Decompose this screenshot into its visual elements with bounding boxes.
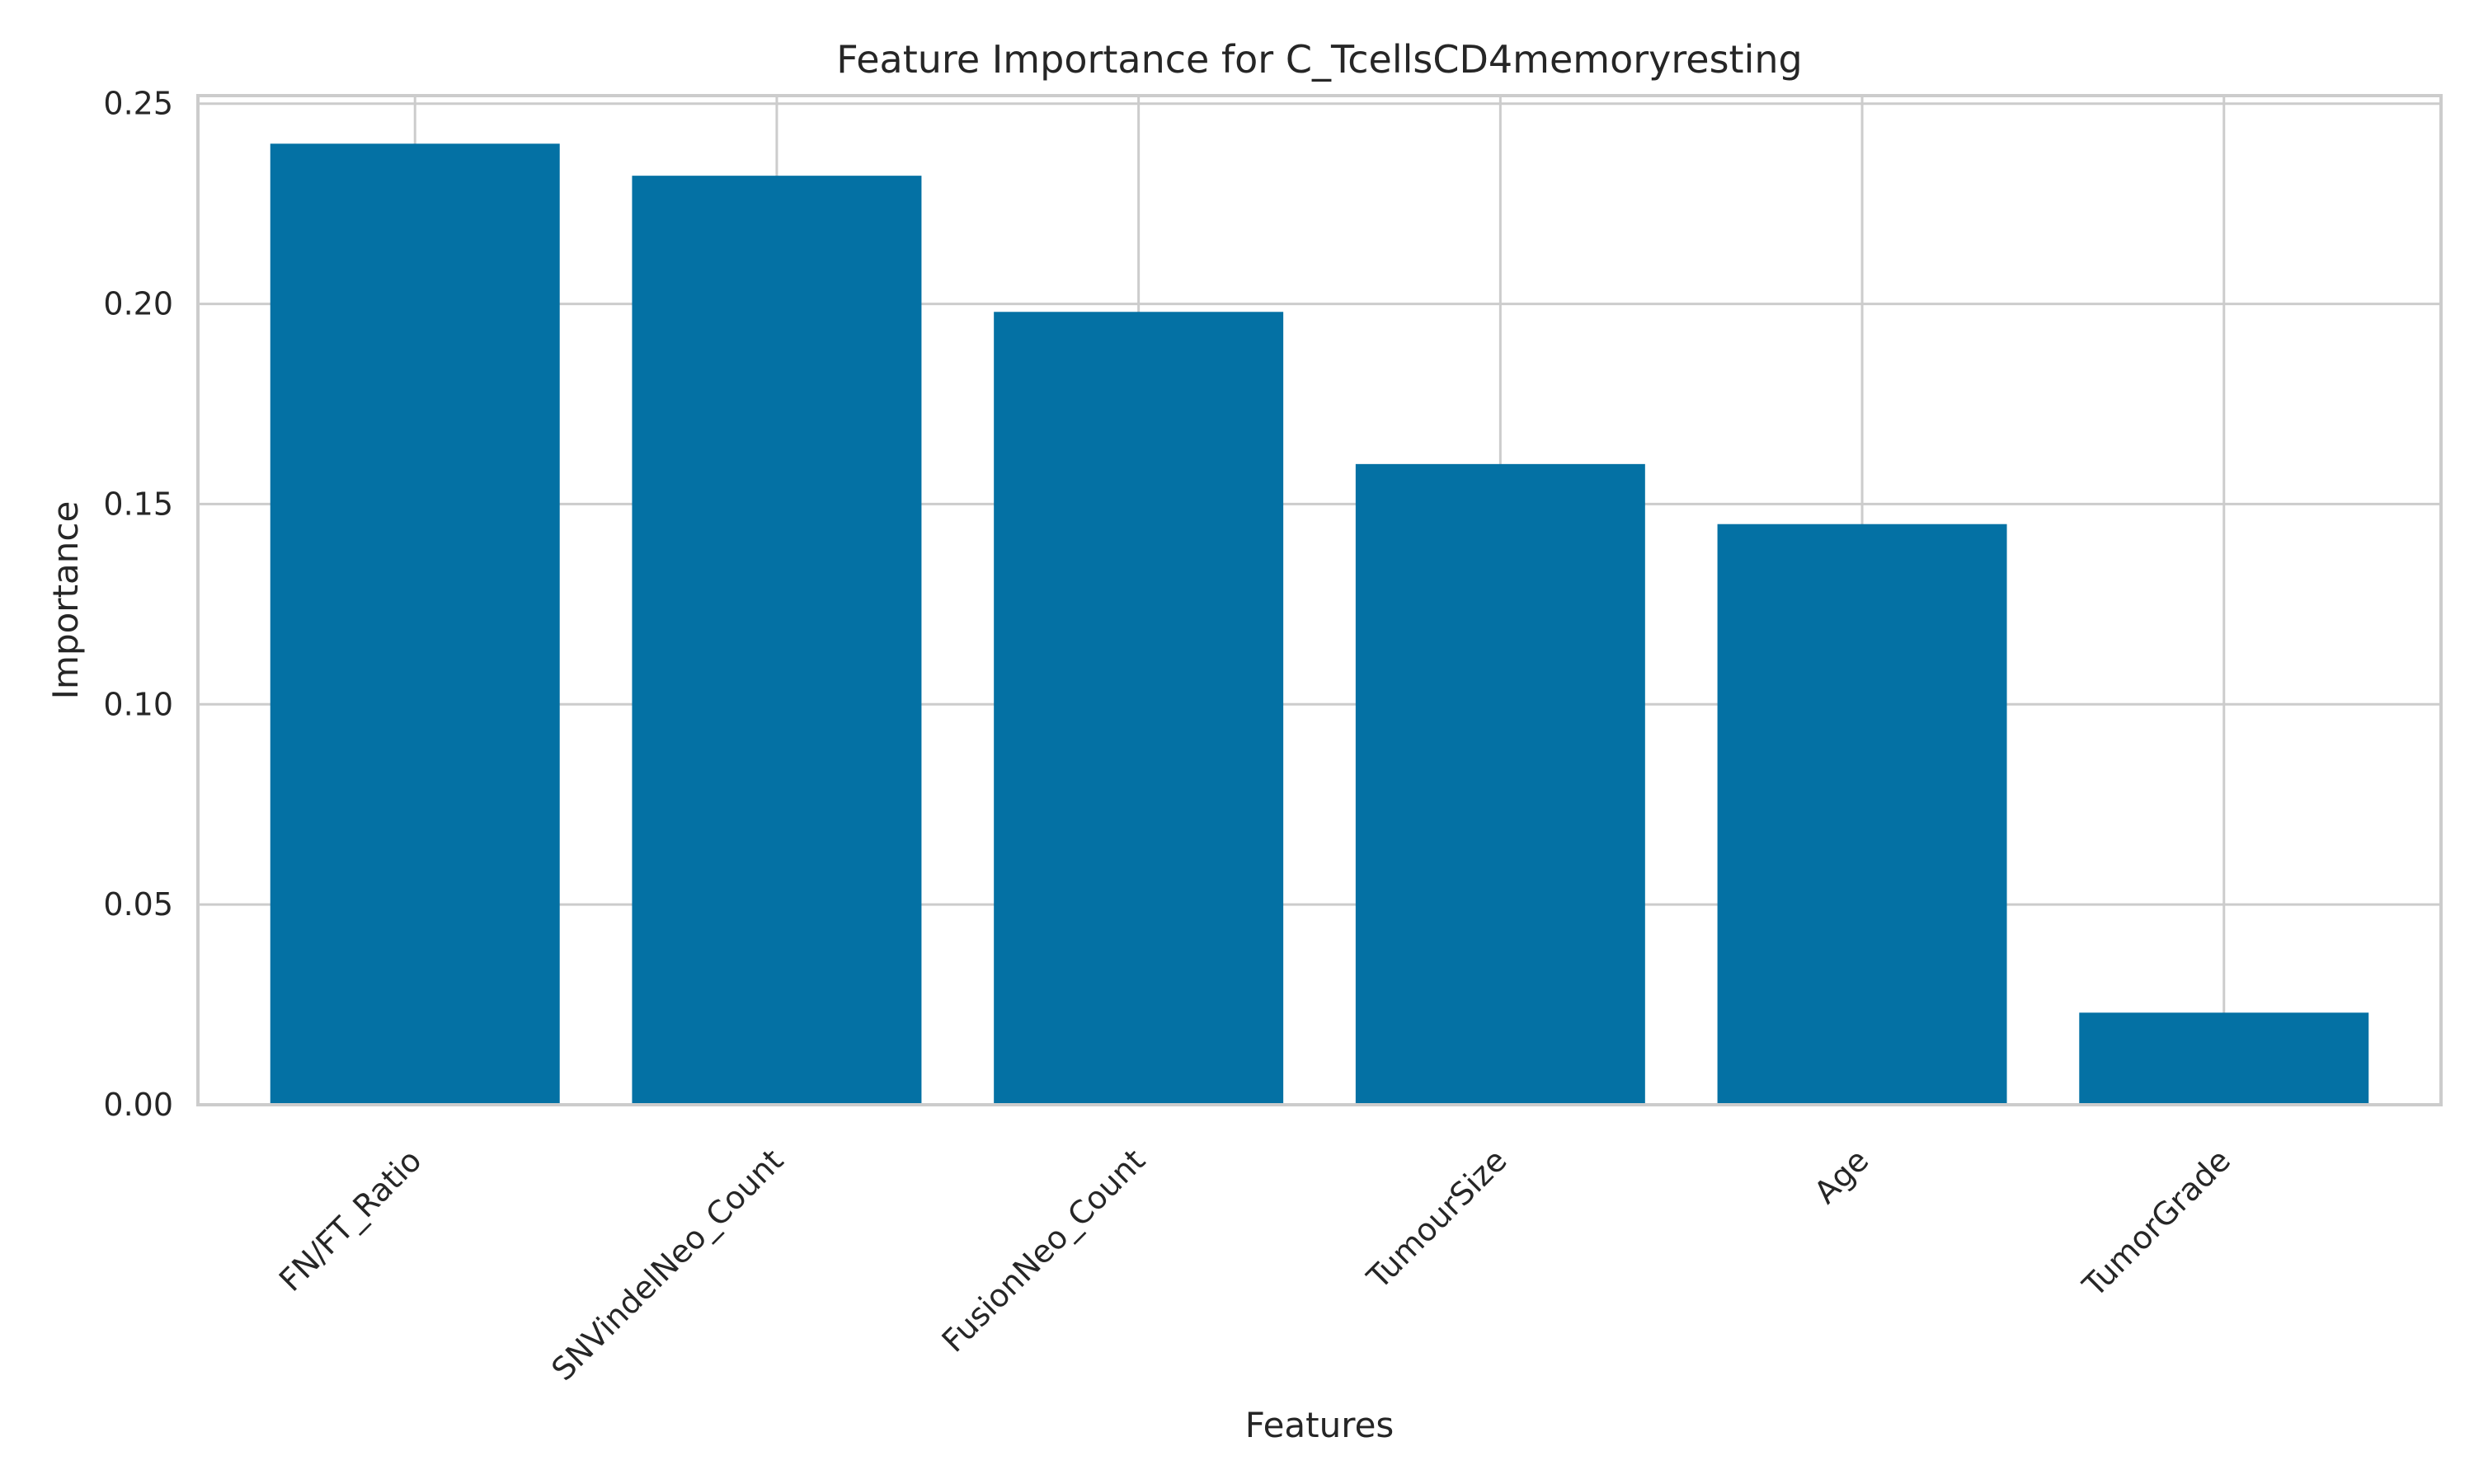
x-tick-labels: FN/FT_Ratio SNVindelNeo_Count FusionNeo_Co… (272, 1142, 2237, 1388)
y-tick-label: 0.05 (103, 886, 173, 923)
x-tick-label: FusionNeo_Count (935, 1142, 1152, 1359)
x-tick-label: TumourSize (1360, 1142, 1514, 1296)
y-tick-label: 0.20 (103, 286, 173, 322)
y-axis-label: Importance (45, 501, 86, 700)
bar-age (1717, 524, 2007, 1105)
x-tick-label: TumorGrade (2075, 1142, 2237, 1304)
x-axis-label: Features (1245, 1405, 1395, 1445)
x-tick-label: Age (1807, 1142, 1875, 1210)
grid-lines (198, 96, 2441, 1106)
y-tick-label: 0.00 (103, 1087, 173, 1123)
bar-snvindelneo-count (632, 176, 922, 1106)
y-tick-label: 0.25 (103, 86, 173, 122)
chart-title: Feature Importance for C_TcellsCD4memory… (836, 37, 1802, 82)
y-tick-labels: 0.00 0.05 0.10 0.15 0.20 0.25 (103, 86, 173, 1123)
y-tick-label: 0.10 (103, 686, 173, 722)
bar-tumorgrade (2079, 1012, 2369, 1105)
y-tick-label: 0.15 (103, 486, 173, 522)
bars (270, 143, 2369, 1106)
bar-tumoursize (1355, 463, 1645, 1105)
x-tick-label: FN/FT_Ratio (272, 1142, 429, 1298)
bar-fusionneo-count (994, 312, 1284, 1105)
plot-frame (196, 94, 2443, 1106)
bar-fn-ft-ratio (270, 143, 560, 1105)
x-tick-label: SNVindelNeo_Count (544, 1142, 790, 1388)
